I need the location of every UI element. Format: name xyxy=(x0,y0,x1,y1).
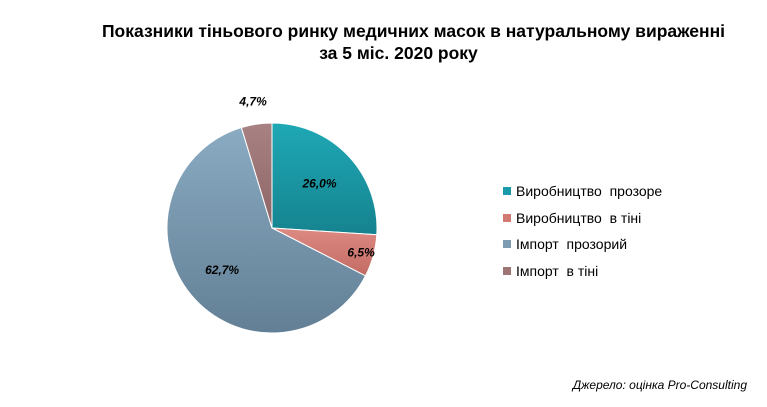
legend-label: Виробництво прозоре xyxy=(516,183,663,200)
legend-swatch xyxy=(503,266,511,275)
chart-title: Показники тіньового ринку медичних масок… xyxy=(30,20,767,64)
legend-swatch xyxy=(503,187,511,196)
data-label: 4,7% xyxy=(238,94,267,108)
legend-item: Виробництво в тіні xyxy=(503,205,662,232)
legend-swatch xyxy=(503,213,511,222)
data-label: 62,7% xyxy=(205,263,239,277)
pie-slice xyxy=(271,122,378,236)
legend-swatch xyxy=(503,240,511,249)
legend-item: Імпорт прозорий xyxy=(503,231,662,258)
legend-label: Виробництво в тіні xyxy=(516,209,642,226)
pie-slice xyxy=(240,122,273,229)
legend-label: Імпорт в тіні xyxy=(516,262,599,279)
data-label: 26,0% xyxy=(301,177,336,191)
source-note: Джерело: оцінка Pro-Consulting xyxy=(572,378,747,392)
chart-title-line-1: Показники тіньового ринку медичних масок… xyxy=(101,21,726,41)
chart-title-line-2: за 5 міс. 2020 року xyxy=(319,43,478,63)
pie-slice xyxy=(166,126,367,334)
legend: Виробництво прозоре Виробництво в тіні І… xyxy=(503,178,662,284)
legend-item: Імпорт в тіні xyxy=(503,258,662,285)
data-label: 6,5% xyxy=(347,246,375,260)
legend-item: Виробництво прозоре xyxy=(503,178,662,205)
legend-label: Імпорт прозорий xyxy=(516,236,628,253)
